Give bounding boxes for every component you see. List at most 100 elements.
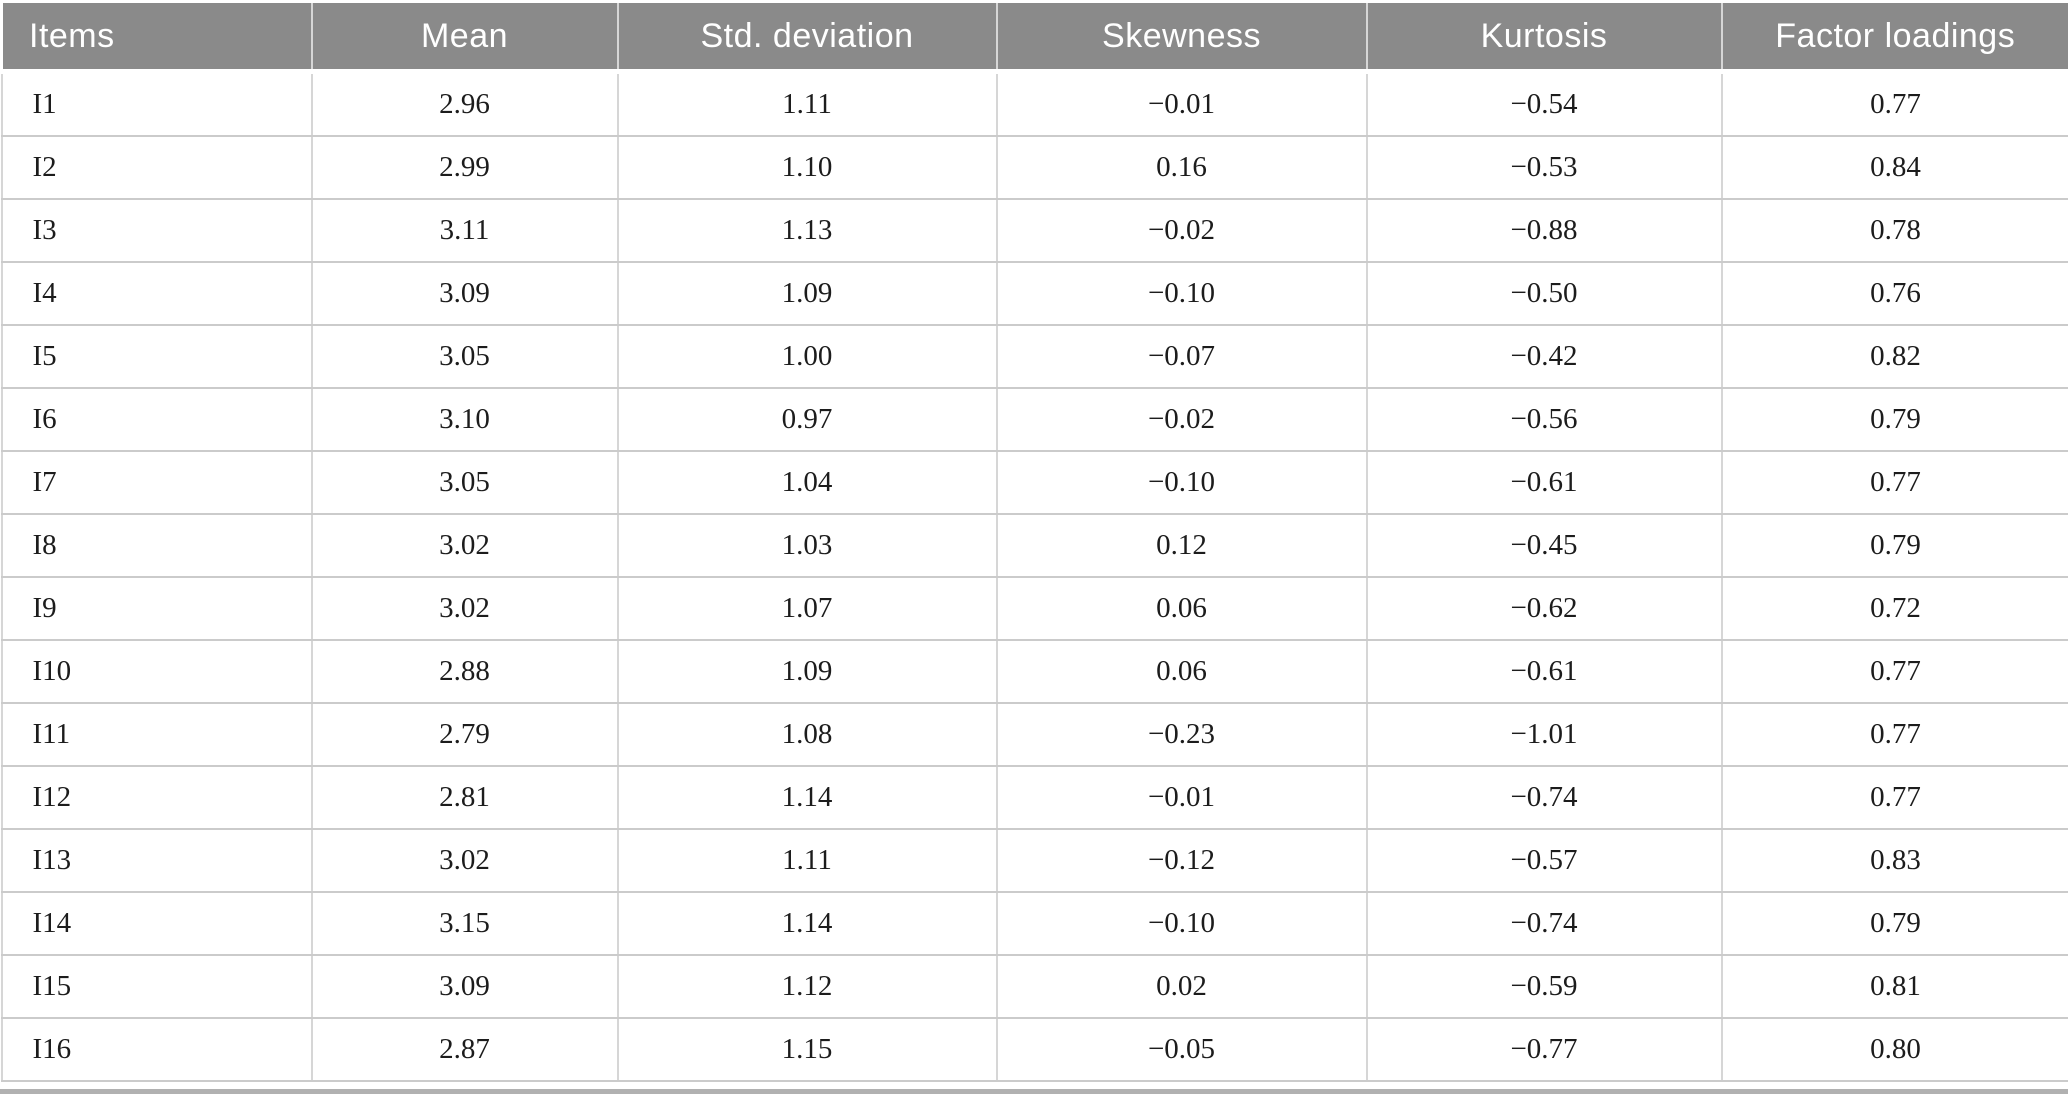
- value-cell: 1.07: [618, 577, 997, 640]
- value-cell: −0.61: [1367, 640, 1722, 703]
- value-cell: −0.01: [997, 766, 1367, 829]
- value-cell: 0.77: [1722, 640, 2068, 703]
- item-label-cell: I14: [2, 892, 312, 955]
- value-cell: 1.15: [618, 1018, 997, 1081]
- item-label-cell: I2: [2, 136, 312, 199]
- value-cell: 0.06: [997, 640, 1367, 703]
- value-cell: −0.74: [1367, 892, 1722, 955]
- column-header-mean: Mean: [312, 2, 618, 72]
- value-cell: 3.15: [312, 892, 618, 955]
- value-cell: 1.00: [618, 325, 997, 388]
- value-cell: 3.11: [312, 199, 618, 262]
- value-cell: 1.13: [618, 199, 997, 262]
- item-label-cell: I4: [2, 262, 312, 325]
- table-header: Items Mean Std. deviation Skewness Kurto…: [2, 2, 2068, 72]
- value-cell: −0.50: [1367, 262, 1722, 325]
- item-label-cell: I13: [2, 829, 312, 892]
- value-cell: 0.77: [1722, 703, 2068, 766]
- value-cell: −0.77: [1367, 1018, 1722, 1081]
- value-cell: 0.72: [1722, 577, 2068, 640]
- item-label-cell: I9: [2, 577, 312, 640]
- value-cell: 3.02: [312, 514, 618, 577]
- value-cell: −0.45: [1367, 514, 1722, 577]
- value-cell: 3.05: [312, 325, 618, 388]
- value-cell: −0.05: [997, 1018, 1367, 1081]
- value-cell: 1.14: [618, 892, 997, 955]
- value-cell: −0.74: [1367, 766, 1722, 829]
- value-cell: 0.80: [1722, 1018, 2068, 1081]
- value-cell: 2.79: [312, 703, 618, 766]
- value-cell: 3.02: [312, 577, 618, 640]
- value-cell: 0.79: [1722, 892, 2068, 955]
- item-label-cell: I1: [2, 72, 312, 137]
- value-cell: −0.01: [997, 72, 1367, 137]
- value-cell: 2.87: [312, 1018, 618, 1081]
- item-label-cell: I16: [2, 1018, 312, 1081]
- value-cell: 0.78: [1722, 199, 2068, 262]
- value-cell: 1.10: [618, 136, 997, 199]
- value-cell: −0.02: [997, 199, 1367, 262]
- value-cell: 1.11: [618, 72, 997, 137]
- value-cell: 2.99: [312, 136, 618, 199]
- value-cell: 0.77: [1722, 766, 2068, 829]
- value-cell: −1.01: [1367, 703, 1722, 766]
- value-cell: 0.84: [1722, 136, 2068, 199]
- value-cell: 1.09: [618, 262, 997, 325]
- value-cell: −0.02: [997, 388, 1367, 451]
- item-label-cell: I15: [2, 955, 312, 1018]
- value-cell: −0.42: [1367, 325, 1722, 388]
- item-label-cell: I12: [2, 766, 312, 829]
- value-cell: 1.11: [618, 829, 997, 892]
- item-label-cell: I6: [2, 388, 312, 451]
- value-cell: 3.10: [312, 388, 618, 451]
- value-cell: 0.77: [1722, 451, 2068, 514]
- value-cell: −0.62: [1367, 577, 1722, 640]
- value-cell: 3.09: [312, 955, 618, 1018]
- value-cell: −0.54: [1367, 72, 1722, 137]
- table-bottom-rule: [0, 1089, 2068, 1094]
- value-cell: −0.10: [997, 892, 1367, 955]
- value-cell: 0.06: [997, 577, 1367, 640]
- value-cell: −0.23: [997, 703, 1367, 766]
- value-cell: −0.61: [1367, 451, 1722, 514]
- value-cell: 0.83: [1722, 829, 2068, 892]
- value-cell: 3.02: [312, 829, 618, 892]
- value-cell: 3.05: [312, 451, 618, 514]
- value-cell: −0.53: [1367, 136, 1722, 199]
- value-cell: 1.08: [618, 703, 997, 766]
- item-label-cell: I3: [2, 199, 312, 262]
- value-cell: 0.79: [1722, 514, 2068, 577]
- value-cell: 1.12: [618, 955, 997, 1018]
- value-cell: −0.88: [1367, 199, 1722, 262]
- value-cell: 2.96: [312, 72, 618, 137]
- value-cell: 3.09: [312, 262, 618, 325]
- value-cell: −0.57: [1367, 829, 1722, 892]
- value-cell: 2.81: [312, 766, 618, 829]
- item-label-cell: I7: [2, 451, 312, 514]
- table-header-row: Items Mean Std. deviation Skewness Kurto…: [2, 2, 2068, 72]
- value-cell: 0.16: [997, 136, 1367, 199]
- column-header-items: Items: [2, 2, 312, 72]
- value-cell: 1.04: [618, 451, 997, 514]
- value-cell: −0.59: [1367, 955, 1722, 1018]
- value-cell: −0.56: [1367, 388, 1722, 451]
- value-cell: 1.14: [618, 766, 997, 829]
- value-cell: 0.97: [618, 388, 997, 451]
- column-header-kurtosis: Kurtosis: [1367, 2, 1722, 72]
